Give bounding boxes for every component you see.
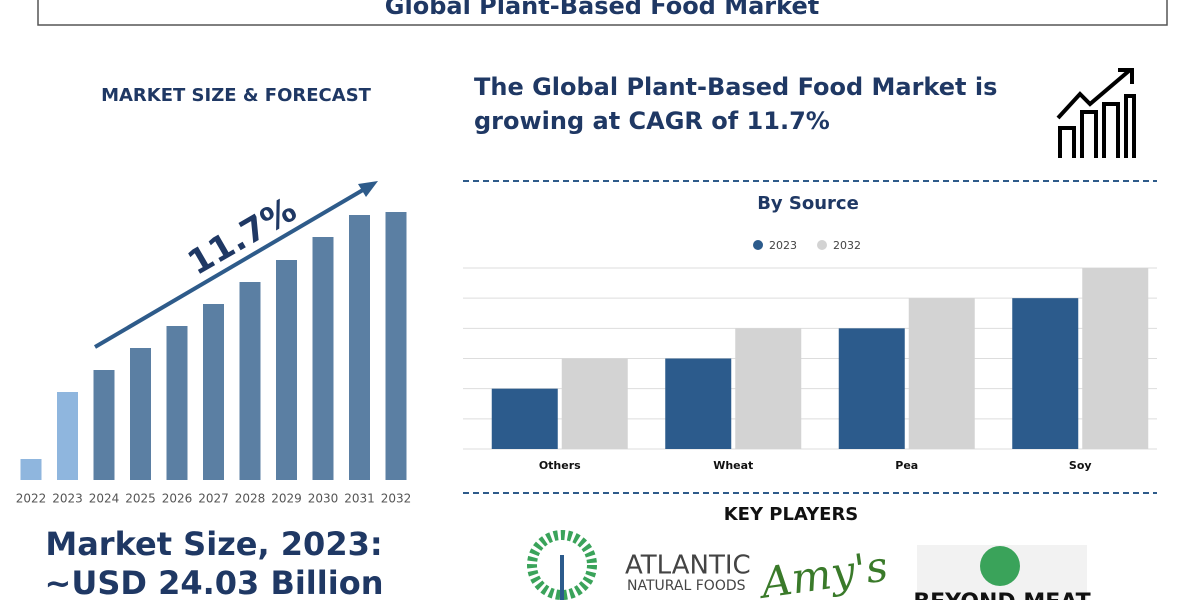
x-tick-label: Pea	[895, 459, 918, 472]
bar	[130, 348, 151, 480]
headline: growing at CAGR of 11.7%	[474, 107, 830, 135]
bar	[385, 212, 407, 480]
bar	[838, 328, 905, 449]
x-tick-label: 2029	[271, 492, 302, 506]
bar	[349, 215, 370, 480]
bar	[20, 459, 42, 480]
legend-label: 2023	[769, 239, 797, 252]
bar	[491, 388, 558, 449]
x-tick-label: Wheat	[713, 459, 753, 472]
legend-label: 2032	[833, 239, 861, 252]
x-tick-label: 2022	[16, 492, 47, 506]
bar	[276, 260, 297, 480]
bar	[1082, 268, 1149, 449]
bar	[561, 358, 628, 449]
bar	[312, 237, 334, 480]
x-tick-label: Soy	[1069, 459, 1092, 472]
chart-title: By Source	[757, 193, 859, 214]
x-tick-label: 2032	[381, 492, 412, 506]
key-players-title: KEY PLAYERS	[724, 504, 859, 525]
arrow-head	[358, 181, 378, 197]
x-tick-label: 2030	[308, 492, 339, 506]
x-tick-label: 2027	[198, 492, 229, 506]
left-heading: MARKET SIZE & FORECAST	[101, 85, 372, 106]
bar	[166, 326, 188, 480]
bar	[665, 358, 732, 449]
headline: The Global Plant-Based Food Market is	[474, 73, 997, 101]
trend-arrow	[93, 185, 370, 349]
bar	[203, 304, 224, 480]
bar	[57, 392, 78, 480]
x-tick-label: 2025	[125, 492, 156, 506]
bar	[908, 298, 975, 449]
logo-beyond: BEYOND MEAT	[913, 545, 1091, 600]
x-tick-label: 2024	[89, 492, 120, 506]
title-box	[37, 0, 1168, 26]
market-size-label: Market Size, 2023:	[45, 525, 382, 563]
bar	[239, 282, 261, 480]
x-tick-label: 2023	[52, 492, 83, 506]
x-tick-label: Others	[539, 459, 581, 472]
legend-swatch	[753, 240, 763, 250]
x-tick-label: 2026	[162, 492, 193, 506]
logo-text: BEYOND MEAT	[913, 590, 1090, 600]
market-size-value: ~USD 24.03 Billion	[45, 564, 384, 600]
bar	[1012, 298, 1079, 449]
logo-atlantic: ATLANTIC NATURAL FOODS	[527, 530, 751, 600]
growth-icon	[1056, 68, 1136, 158]
x-tick-label: 2028	[235, 492, 266, 506]
logo-amys: Amy's	[754, 541, 891, 600]
legend-swatch	[817, 240, 827, 250]
logo-text: NATURAL FOODS	[627, 578, 746, 594]
bar	[93, 370, 115, 480]
logo-text: ATLANTIC	[625, 551, 751, 581]
bar	[735, 328, 802, 449]
x-tick-label: 2031	[344, 492, 375, 506]
page-title: Global Plant-Based Food Market	[385, 0, 819, 20]
